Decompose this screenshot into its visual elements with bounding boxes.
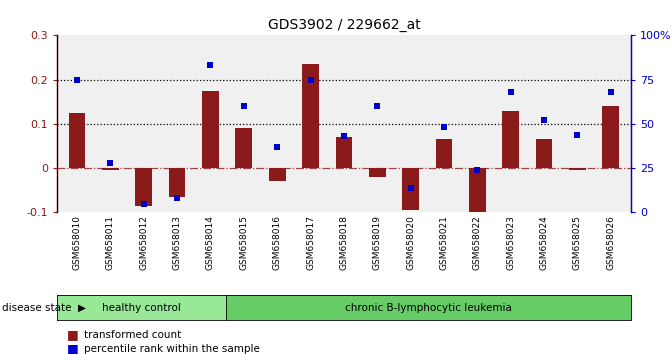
Text: ■: ■ — [67, 328, 79, 341]
Bar — [369, 168, 386, 177]
Text: healthy control: healthy control — [102, 303, 181, 313]
Bar — [503, 110, 519, 168]
Bar — [336, 137, 352, 168]
Bar — [469, 168, 486, 212]
Bar — [102, 168, 119, 170]
Bar — [136, 168, 152, 206]
Text: transformed count: transformed count — [84, 330, 181, 339]
Bar — [535, 139, 552, 168]
Bar — [202, 91, 219, 168]
Bar — [603, 106, 619, 168]
Bar — [169, 168, 185, 197]
Text: ■: ■ — [67, 342, 79, 354]
Bar — [569, 168, 586, 170]
Title: GDS3902 / 229662_at: GDS3902 / 229662_at — [268, 18, 420, 32]
Text: chronic B-lymphocytic leukemia: chronic B-lymphocytic leukemia — [345, 303, 512, 313]
Bar — [68, 113, 85, 168]
Text: percentile rank within the sample: percentile rank within the sample — [84, 344, 260, 354]
Bar — [236, 128, 252, 168]
Text: disease state  ▶: disease state ▶ — [2, 303, 86, 313]
Bar — [269, 168, 286, 181]
Bar — [402, 168, 419, 210]
Bar — [302, 64, 319, 168]
Bar — [435, 139, 452, 168]
